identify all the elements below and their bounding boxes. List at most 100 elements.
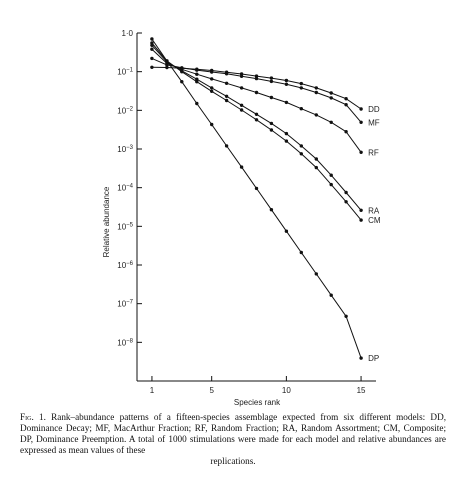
y-tick-label: 10−5 — [117, 222, 133, 231]
x-tick-label: 10 — [282, 386, 291, 395]
rank-abundance-chart: 1·010−110−210−310−410−510−610−710−81 5 10 1… — [102, 29, 381, 407]
data-point — [210, 122, 214, 127]
series-label: RA — [368, 206, 380, 215]
figure-caption: Fig. 1. Rank–abundance patterns of a fif… — [20, 412, 446, 467]
caption-text: Rank–abundance patterns of a fifteen-spe… — [20, 412, 447, 455]
data-point — [210, 70, 214, 74]
data-point — [239, 86, 244, 90]
data-point — [254, 90, 259, 95]
data-point — [329, 120, 333, 125]
series-label: DP — [368, 354, 379, 363]
y-tick-label: 10−6 — [117, 261, 133, 270]
data-point — [195, 80, 199, 84]
data-point — [344, 200, 348, 204]
data-point — [299, 81, 303, 86]
data-point — [329, 173, 333, 177]
data-point — [195, 77, 199, 81]
data-point — [359, 356, 363, 360]
series-line — [151, 66, 362, 110]
data-point — [180, 70, 184, 74]
caption-last-line: replications. — [210, 456, 256, 466]
data-point — [224, 72, 229, 76]
series-dp: DP — [150, 37, 379, 363]
data-point — [329, 182, 333, 187]
x-axis-title: Species rank — [234, 398, 281, 407]
data-point — [359, 150, 363, 154]
data-point — [269, 121, 274, 126]
data-point — [344, 314, 348, 318]
data-point — [269, 95, 274, 100]
data-point — [344, 103, 348, 107]
data-point — [269, 128, 274, 132]
y-tick-label: 1·0 — [121, 29, 133, 38]
data-point — [314, 272, 318, 276]
series-mf: MF — [150, 56, 380, 127]
data-point — [224, 98, 229, 103]
data-point — [180, 80, 184, 84]
data-point — [210, 89, 214, 94]
data-point — [210, 86, 214, 90]
data-point — [195, 101, 199, 106]
data-point — [299, 152, 303, 156]
data-point — [150, 47, 154, 51]
data-point — [299, 144, 303, 148]
data-point — [329, 293, 333, 297]
data-point — [329, 91, 333, 95]
y-tick-label: 10−3 — [117, 145, 133, 154]
data-point — [299, 86, 303, 90]
data-point — [314, 157, 318, 161]
data-point — [150, 37, 154, 41]
data-point — [254, 186, 259, 191]
series-label: MF — [368, 118, 380, 127]
data-point — [195, 68, 199, 72]
data-point — [359, 120, 363, 125]
data-point — [299, 107, 303, 111]
data-point — [224, 144, 229, 148]
y-tick-label: 10−4 — [117, 184, 133, 193]
caption-figure-label: Fig. 1. — [20, 412, 46, 422]
data-point — [239, 74, 244, 79]
data-point — [224, 81, 229, 86]
series-label: DD — [368, 105, 380, 114]
data-point — [284, 82, 289, 87]
x-tick-label: 1 — [150, 386, 155, 395]
data-point — [165, 59, 169, 63]
series-ra: RA — [150, 43, 380, 215]
data-point — [210, 77, 214, 81]
data-point — [284, 78, 289, 83]
y-tick-label: 10−1 — [117, 68, 133, 77]
data-point — [344, 130, 348, 134]
data-point — [269, 79, 274, 84]
data-point — [284, 100, 289, 105]
data-point — [314, 86, 318, 90]
data-point — [239, 103, 244, 108]
data-point — [314, 165, 318, 170]
data-point — [254, 76, 259, 81]
data-point — [269, 76, 274, 80]
data-point — [359, 107, 363, 111]
data-point — [150, 41, 154, 45]
data-point — [150, 56, 154, 61]
data-point — [344, 97, 348, 101]
series-label: CM — [368, 216, 381, 225]
data-point — [299, 250, 303, 255]
series-label: RF — [368, 148, 379, 157]
y-axis-title: Relative abundance — [102, 186, 111, 257]
data-point — [344, 190, 348, 195]
data-point — [239, 108, 244, 112]
series-rf: RF — [150, 47, 379, 157]
data-point — [239, 165, 244, 169]
data-point — [284, 131, 289, 136]
x-tick-label: 15 — [357, 386, 366, 395]
data-point — [329, 96, 333, 100]
y-tick-label: 10−7 — [117, 300, 133, 309]
data-point — [359, 218, 363, 222]
data-point — [269, 208, 274, 212]
data-point — [359, 208, 363, 212]
x-tick-label: 5 — [209, 386, 214, 395]
data-point — [284, 229, 289, 233]
data-point — [150, 65, 154, 70]
data-point — [254, 118, 259, 122]
data-point — [224, 94, 229, 99]
